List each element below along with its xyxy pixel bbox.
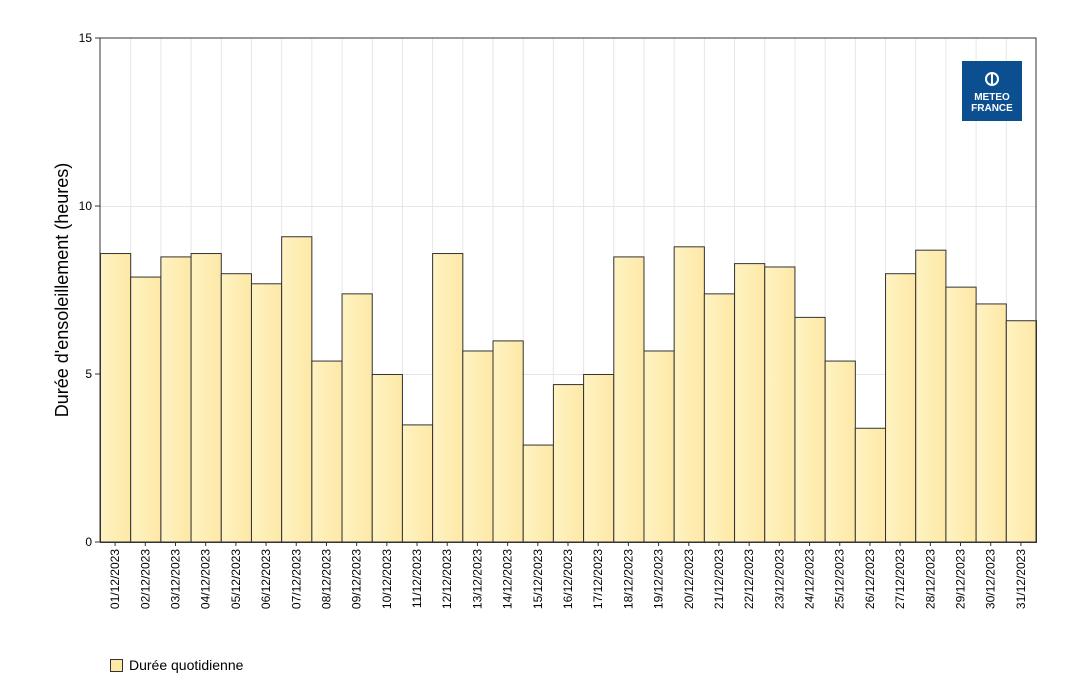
x-tick-label: 24/12/2023 <box>803 549 817 609</box>
bar-31/12/2023 <box>1005 320 1038 543</box>
y-tick-label: 15 <box>79 31 93 45</box>
x-tick-label: 28/12/2023 <box>923 549 937 609</box>
x-tick-label: 14/12/2023 <box>501 549 515 609</box>
bar-02/12/2023 <box>130 276 162 543</box>
y-tick-label: 0 <box>85 535 92 549</box>
x-tick-label: 01/12/2023 <box>108 549 122 609</box>
x-tick-label: 13/12/2023 <box>470 549 484 609</box>
x-tick-label: 20/12/2023 <box>682 549 696 609</box>
logo-line2: FRANCE <box>971 103 1013 114</box>
bar-18/12/2023 <box>613 256 645 543</box>
bar-23/12/2023 <box>764 266 796 543</box>
bar-15/12/2023 <box>522 444 554 543</box>
bar-01/12/2023 <box>100 253 132 543</box>
bar-19/12/2023 <box>643 350 675 544</box>
x-tick-label: 08/12/2023 <box>319 549 333 609</box>
x-tick-label: 11/12/2023 <box>410 549 424 608</box>
bar-06/12/2023 <box>250 283 283 543</box>
bar-04/12/2023 <box>190 253 222 543</box>
legend: Durée quotidienne <box>110 657 243 673</box>
x-tick-label: 07/12/2023 <box>289 549 303 609</box>
bar-09/12/2023 <box>341 293 373 543</box>
x-tick-label: 26/12/2023 <box>863 549 877 609</box>
meteo-france-logo: METEO FRANCE <box>962 61 1022 121</box>
y-tick-label: 10 <box>79 199 93 213</box>
bar-29/12/2023 <box>945 286 977 544</box>
bar-16/12/2023 <box>552 384 585 543</box>
logo-line1: METEO <box>974 92 1010 103</box>
bar-17/12/2023 <box>583 374 615 543</box>
y-tick-label: 5 <box>85 367 92 381</box>
bar-13/12/2023 <box>462 350 494 544</box>
logo-background <box>962 61 1022 121</box>
x-tick-label: 27/12/2023 <box>893 549 907 609</box>
logo-emblem-icon <box>985 72 999 86</box>
x-tick-label: 21/12/2023 <box>712 549 726 609</box>
bar-21/12/2023 <box>703 293 736 543</box>
bar-27/12/2023 <box>885 273 917 543</box>
x-tick-label: 25/12/2023 <box>833 549 847 609</box>
bar-28/12/2023 <box>915 249 947 543</box>
logo-emblem-bar <box>991 74 993 84</box>
x-tick-label: 22/12/2023 <box>742 549 756 609</box>
bars <box>100 236 1038 544</box>
bar-11/12/2023 <box>401 424 434 543</box>
x-tick-label: 02/12/2023 <box>138 549 152 609</box>
bar-26/12/2023 <box>854 427 887 544</box>
y-axis-label: Durée d'ensoleillement (heures) <box>52 163 72 418</box>
x-tick-label: 31/12/2023 <box>1014 549 1028 609</box>
bar-20/12/2023 <box>673 246 705 543</box>
x-tick-label: 30/12/2023 <box>984 549 998 609</box>
bar-22/12/2023 <box>734 263 766 543</box>
x-tick-label: 04/12/2023 <box>199 549 213 609</box>
bar-03/12/2023 <box>160 256 192 543</box>
x-tick-label: 17/12/2023 <box>591 549 605 609</box>
bar-07/12/2023 <box>281 236 313 544</box>
legend-label: Durée quotidienne <box>129 657 244 673</box>
x-tick-label: 29/12/2023 <box>954 549 968 609</box>
x-axis-ticks: 01/12/2023 02/12/2023 03/12/2023 04/12/2023… <box>108 542 1028 609</box>
x-tick-label: 23/12/2023 <box>772 549 786 609</box>
bar-10/12/2023 <box>371 374 403 543</box>
x-tick-label: 19/12/2023 <box>652 549 666 609</box>
bar-24/12/2023 <box>794 316 826 543</box>
bar-05/12/2023 <box>220 273 252 543</box>
x-tick-label: 15/12/2023 <box>531 549 545 609</box>
bar-08/12/2023 <box>311 360 343 543</box>
bar-12/12/2023 <box>432 253 464 543</box>
x-tick-label: 18/12/2023 <box>621 549 635 609</box>
x-tick-label: 06/12/2023 <box>259 549 273 609</box>
x-tick-label: 16/12/2023 <box>561 549 575 609</box>
x-tick-label: 12/12/2023 <box>440 549 454 609</box>
y-axis-ticks: 0 5 10 15 <box>79 31 100 549</box>
bar-30/12/2023 <box>975 303 1007 543</box>
x-tick-label: 05/12/2023 <box>229 549 243 609</box>
x-tick-label: 03/12/2023 <box>168 549 182 609</box>
bar-25/12/2023 <box>824 360 856 543</box>
bar-14/12/2023 <box>492 340 524 543</box>
x-tick-label: 09/12/2023 <box>350 549 364 609</box>
x-tick-label: 10/12/2023 <box>380 549 394 609</box>
legend-swatch <box>110 658 123 672</box>
